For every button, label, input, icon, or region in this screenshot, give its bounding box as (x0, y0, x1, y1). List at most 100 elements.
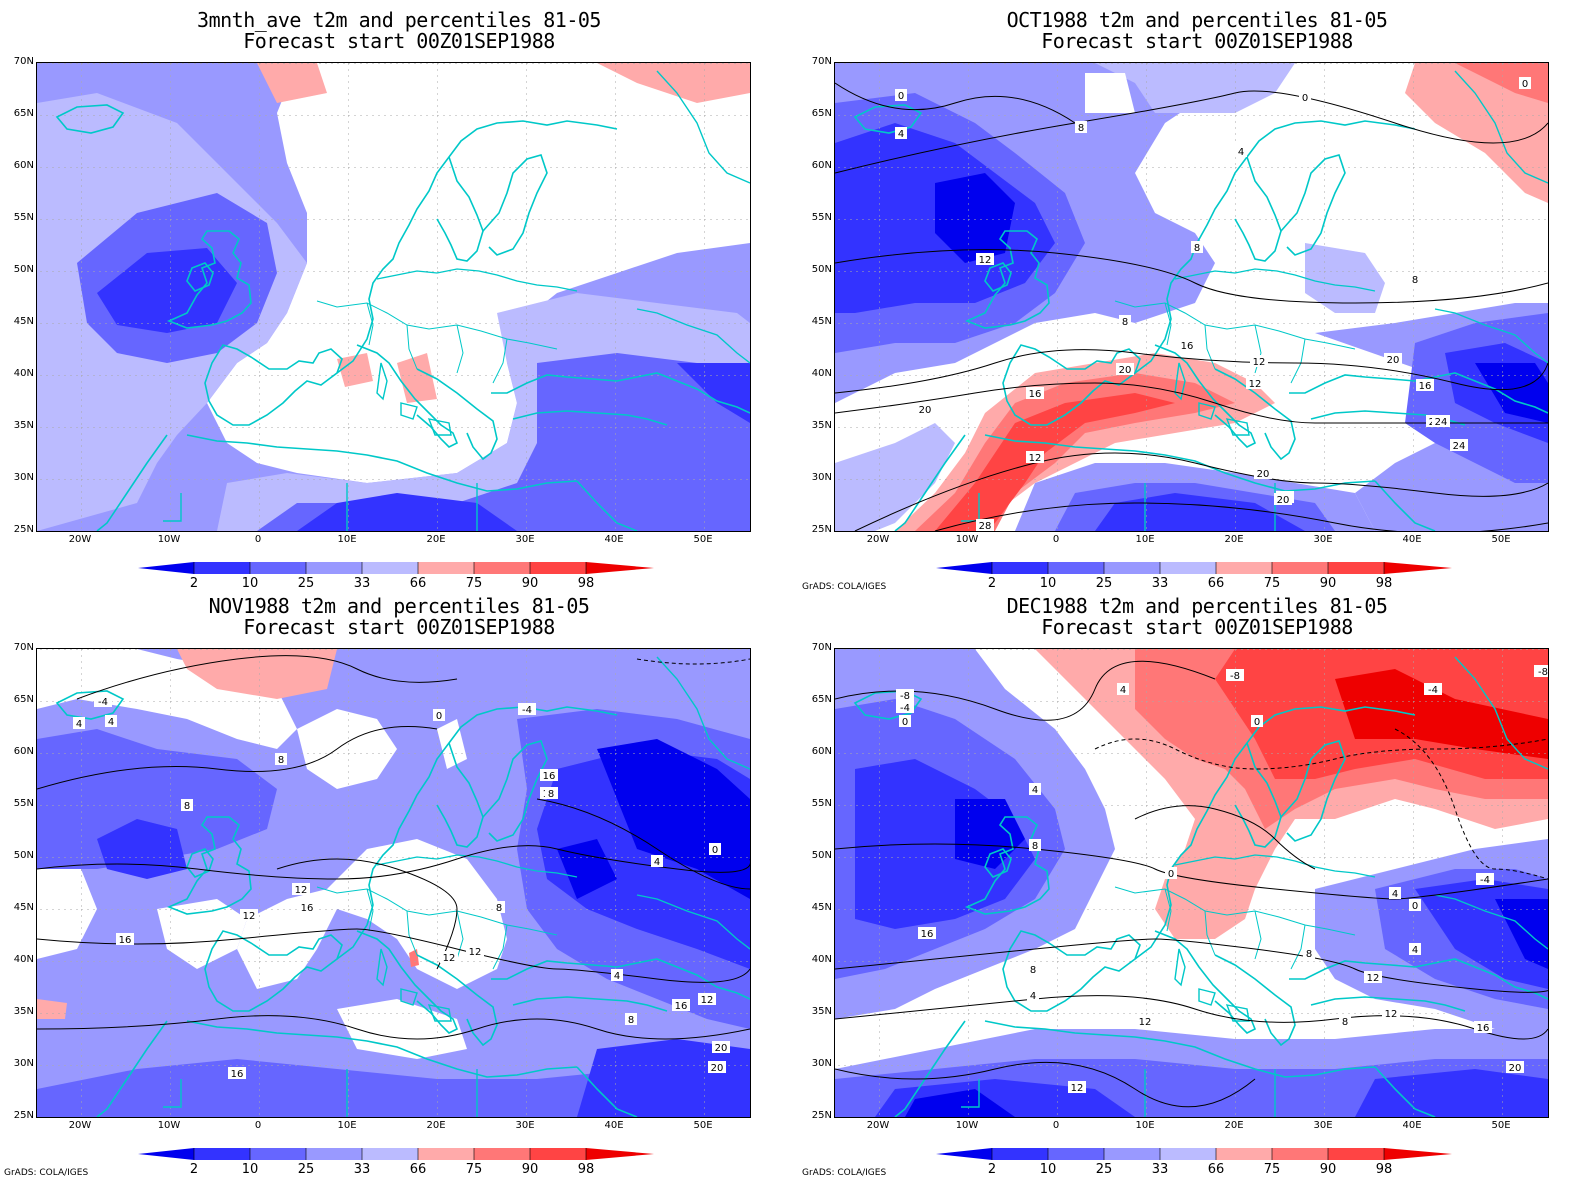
contour-label: 16 (918, 927, 936, 940)
colorbar-tick: 25 (1095, 576, 1113, 591)
svg-text:24: 24 (1435, 417, 1448, 428)
contour-label: 16 (1026, 387, 1044, 400)
lat-label: 70N (811, 56, 832, 67)
colorbar-tick: 33 (1151, 576, 1169, 591)
lon-label: 30E (1313, 1120, 1333, 1131)
colorbar-tick: 66 (1207, 576, 1225, 591)
panel-nov1988: NOV1988 t2m and percentiles 81-05 Foreca… (0, 586, 798, 1184)
lat-label: 40N (13, 954, 34, 965)
svg-text:4: 4 (1238, 147, 1244, 158)
contour-label: 12 (1364, 971, 1382, 984)
colorbar-tick: 98 (577, 1162, 595, 1177)
svg-text:16: 16 (1477, 1023, 1490, 1034)
svg-text:4: 4 (108, 717, 114, 728)
panel-title: DEC1988 t2m and percentiles 81-05 (1006, 594, 1388, 618)
lon-label: 30E (515, 534, 535, 545)
lat-label: 55N (811, 798, 832, 809)
lat-label: 60N (13, 160, 34, 171)
svg-text:12: 12 (1253, 357, 1266, 368)
contour-label: 12 (698, 993, 716, 1006)
svg-text:0: 0 (1522, 79, 1528, 90)
lon-label: 40E (1402, 1120, 1422, 1131)
contour-label: 12 (440, 951, 458, 964)
contour-label: 4 (73, 717, 85, 730)
lon-label: 0 (1052, 1120, 1060, 1131)
colorbar-tick: 10 (1039, 576, 1057, 591)
grads-credit: GrADS: COLA/IGES (4, 1168, 89, 1178)
svg-text:16: 16 (921, 929, 934, 940)
lon-label: 10W (157, 534, 181, 545)
contour-label: 8 (1027, 963, 1039, 976)
svg-text:8: 8 (1194, 243, 1200, 254)
panel-subtitle: Forecast start 00Z01SEP1988 (243, 29, 555, 53)
contour-label: 16 (540, 769, 558, 782)
contour-label: 4 (895, 127, 907, 140)
lon-label: 50E (1491, 1120, 1511, 1131)
contour-label: 8 (181, 799, 193, 812)
contour-label: -8 (1226, 669, 1244, 682)
contour-label: 4 (1029, 783, 1041, 796)
svg-text:0: 0 (1168, 869, 1174, 880)
svg-text:-4: -4 (1428, 685, 1438, 696)
colorbar-tick: 25 (297, 1162, 315, 1177)
svg-text:4: 4 (1412, 945, 1418, 956)
colorbar-tick: 2 (189, 576, 199, 591)
lon-label: 50E (693, 534, 713, 545)
svg-text:20: 20 (1509, 1063, 1522, 1074)
contour-label: 16 (116, 933, 134, 946)
colorbar-tick: 33 (1151, 1162, 1169, 1177)
lat-label: 60N (811, 160, 832, 171)
panel-dec1988: DEC1988 t2m and percentiles 81-05 Foreca… (798, 586, 1596, 1184)
lat-label: 50N (13, 264, 34, 275)
svg-text:20: 20 (1387, 355, 1400, 366)
contour-label: 8 (493, 901, 505, 914)
lon-label: 20E (426, 534, 446, 545)
colorbar-tick: 98 (1375, 576, 1393, 591)
lon-label: 10E (1135, 534, 1155, 545)
contour-label: 24 (1432, 415, 1450, 428)
colorbar-tick: 10 (241, 576, 259, 591)
svg-text:12: 12 (701, 995, 714, 1006)
contour-label: 16 (298, 901, 316, 914)
svg-text:12: 12 (1071, 1083, 1084, 1094)
contour-label: 4 (1235, 145, 1247, 158)
contour-label: 8 (545, 787, 557, 800)
lon-label: 10E (1135, 1120, 1155, 1131)
contour-label: 8 (1119, 315, 1131, 328)
contour-label: 4 (1117, 683, 1129, 696)
lon-label: 20W (68, 534, 92, 545)
svg-text:4: 4 (76, 719, 82, 730)
colorbar-tick: 75 (1263, 576, 1281, 591)
lat-label: 25N (811, 1110, 832, 1121)
lat-label: 60N (811, 746, 832, 757)
contour-label: 4 (1389, 887, 1401, 900)
colorbar (936, 1148, 1452, 1160)
contour-label: 28 (976, 519, 994, 531)
lat-label: 30N (811, 1058, 832, 1069)
lon-label: 10W (157, 1120, 181, 1131)
lon-label: 20E (1224, 1120, 1244, 1131)
lat-label: 25N (13, 524, 34, 535)
panel-title: NOV1988 t2m and percentiles 81-05 (208, 594, 590, 618)
lat-label: 40N (13, 368, 34, 379)
svg-text:12: 12 (1385, 1009, 1398, 1020)
lon-label: 10E (337, 534, 357, 545)
lat-label: 25N (13, 1110, 34, 1121)
svg-text:12: 12 (443, 953, 456, 964)
svg-text:0: 0 (898, 91, 904, 102)
svg-text:20: 20 (919, 405, 932, 416)
lat-label: 65N (811, 694, 832, 705)
colorbar-tick: 66 (409, 1162, 427, 1177)
lon-label: 20W (866, 534, 890, 545)
svg-text:16: 16 (231, 1069, 244, 1080)
svg-text:-8: -8 (1230, 671, 1240, 682)
svg-text:4: 4 (1032, 785, 1038, 796)
svg-text:28: 28 (979, 521, 992, 531)
contour-label: 8 (1075, 121, 1087, 134)
contour-label: -4 (94, 695, 112, 708)
svg-text:-4: -4 (522, 705, 532, 716)
svg-text:12: 12 (1367, 973, 1380, 984)
lon-label: 40E (1402, 534, 1422, 545)
svg-text:20: 20 (1257, 469, 1270, 480)
contour-label: -8 (896, 689, 914, 702)
